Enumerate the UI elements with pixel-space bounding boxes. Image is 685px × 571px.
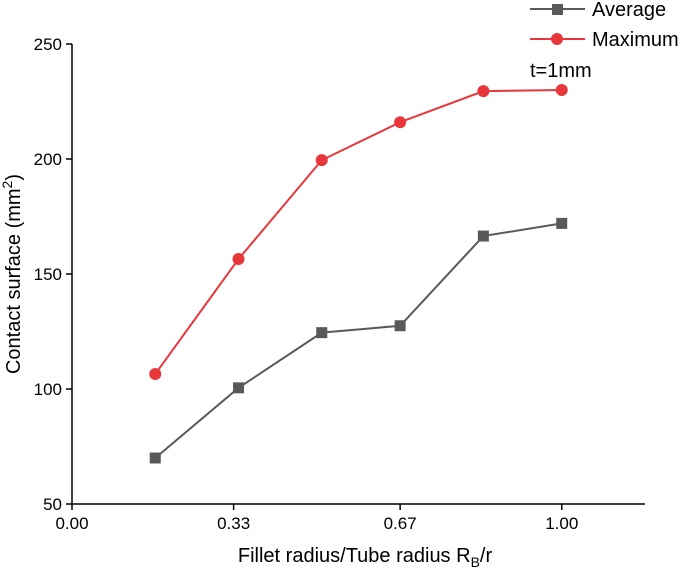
y-axis-title-suffix: )	[3, 174, 25, 181]
y-tick-label: 100	[34, 380, 62, 399]
data-point-average	[477, 230, 489, 242]
data-point-average	[233, 382, 245, 394]
legend-marker-circle	[551, 33, 563, 45]
data-point-average	[316, 327, 328, 339]
y-axis-title: Contact surface (mm2)	[0, 174, 25, 374]
data-point-maximum	[232, 253, 245, 266]
y-tick-label: 150	[34, 265, 62, 284]
x-axis-title-main: Fillet radius/Tube radius R	[238, 545, 471, 567]
legend-item-average: Average	[530, 0, 666, 21]
x-tick-label: 0.33	[217, 514, 250, 533]
data-point-maximum	[315, 154, 328, 167]
legend-label-average: Average	[592, 0, 666, 21]
x-axis-title-sub: B	[471, 554, 480, 570]
legend-label-maximum: Maximum	[592, 29, 679, 51]
tick-labels: 50 100 150 200 250 0.00 0.33 0.67 1.00	[34, 35, 579, 533]
axes	[71, 44, 645, 505]
x-tick-label: 0.00	[55, 514, 88, 533]
y-tick-label: 200	[34, 150, 62, 169]
series-line-average	[154, 222, 562, 459]
y-axis-title-sup: 2	[0, 180, 15, 188]
data-point-maximum	[394, 116, 407, 129]
data-point-average	[556, 217, 568, 229]
legend: Average Maximum	[530, 0, 679, 51]
y-tick-label: 50	[43, 495, 62, 514]
data-point-maximum	[555, 84, 568, 96]
x-tick-label: 0.67	[384, 514, 417, 533]
data-point-maximum	[477, 85, 490, 98]
data-point-average	[149, 452, 161, 464]
x-tick-label: 1.00	[545, 514, 578, 533]
data-point-maximum	[149, 368, 162, 381]
thickness-annotation: t=1mm	[530, 60, 592, 82]
legend-marker-square	[552, 4, 563, 15]
legend-item-maximum: Maximum	[530, 29, 679, 51]
data-point-average	[394, 320, 406, 332]
y-tick-label: 250	[34, 35, 62, 54]
x-axis-title: Fillet radius/Tube radius RB/r	[238, 545, 493, 570]
series-layer	[149, 84, 568, 464]
y-axis-title-main: Contact surface (mm	[3, 188, 25, 374]
ticks	[66, 43, 563, 510]
x-axis-title-suffix: /r	[480, 545, 493, 567]
series-line-maximum	[154, 89, 562, 375]
